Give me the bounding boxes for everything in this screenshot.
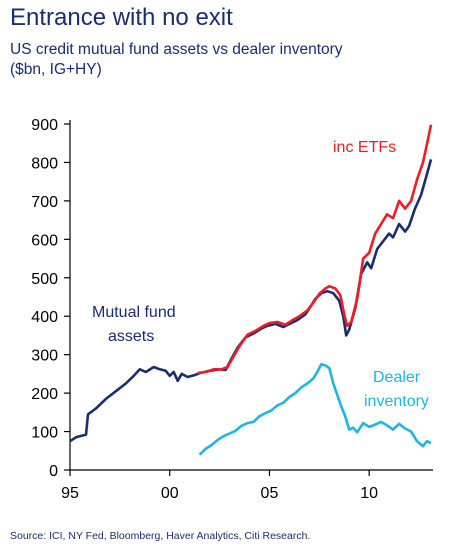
series-line-mutual-fund-assets	[69, 159, 433, 443]
annotation-dealer: Dealer	[373, 369, 421, 386]
chart-axes: 0 100 200 300 400 500 600 700 800 900 95 00 05 10	[31, 117, 433, 502]
y-tick-label: 900	[31, 117, 58, 134]
chart-labels: inc ETFs Mutual fund assets Dealer inventory	[92, 139, 429, 410]
annotation-mutual-fund: Mutual fund	[92, 304, 176, 321]
y-tick-label: 0	[49, 463, 58, 480]
subtitle-line-1: US credit mutual fund assets vs dealer i…	[10, 41, 343, 58]
series-line-inc-etfs	[197, 124, 433, 375]
chart-subtitle: US credit mutual fund assets vs dealer i…	[10, 40, 450, 80]
subtitle-line-2: ($bn, IG+HY)	[10, 61, 102, 78]
x-tick-label: 10	[360, 485, 378, 502]
annotation-inc-etfs: inc ETFs	[333, 139, 396, 156]
x-tick-label: 00	[161, 485, 179, 502]
y-tick-label: 500	[31, 271, 58, 288]
series-line-dealer-inventory	[198, 363, 432, 456]
y-tick-label: 400	[31, 309, 58, 326]
x-tick-label: 05	[261, 485, 279, 502]
annotation-inventory: inventory	[364, 393, 429, 410]
annotation-assets: assets	[108, 328, 154, 345]
chart-title: Entrance with no exit	[10, 4, 233, 31]
y-tick-label: 100	[31, 425, 58, 442]
source-note: Source: ICI, NY Fed, Bloomberg, Haver An…	[10, 530, 311, 542]
y-tick-label: 800	[31, 155, 58, 172]
chart-series	[69, 124, 433, 456]
y-tick-label: 700	[31, 194, 58, 211]
x-tick-label: 95	[61, 485, 79, 502]
y-tick-label: 200	[31, 386, 58, 403]
y-tick-label: 300	[31, 348, 58, 365]
y-tick-label: 600	[31, 232, 58, 249]
